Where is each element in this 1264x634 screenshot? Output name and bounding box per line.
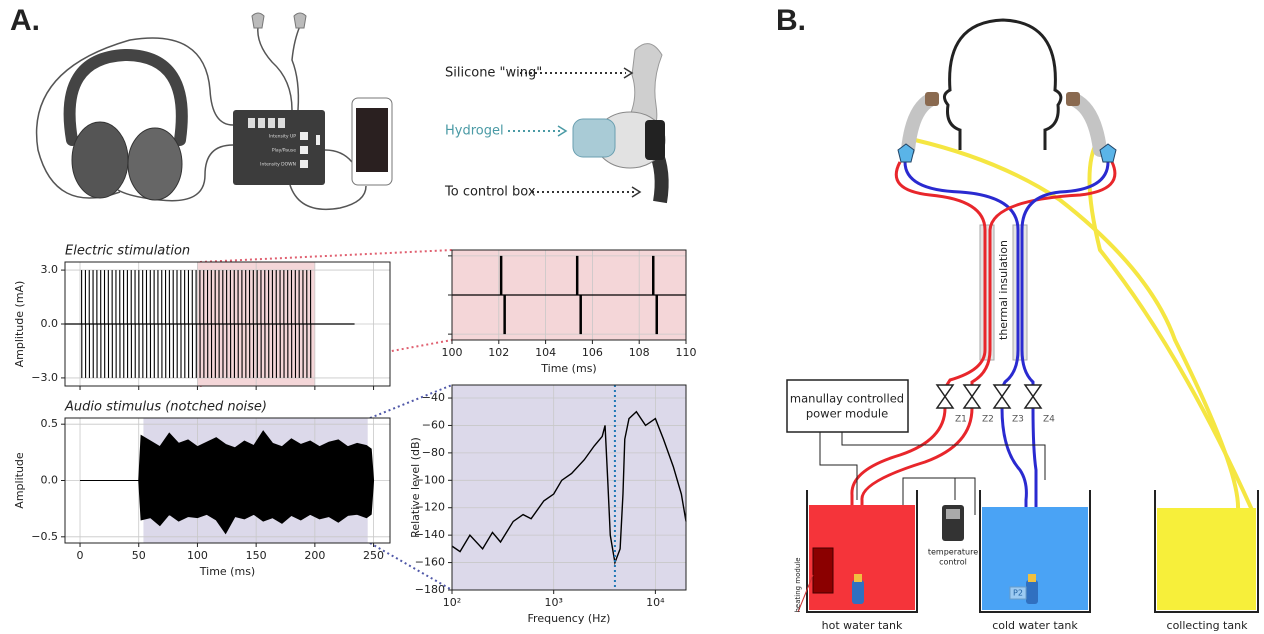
x-tick-label: 250: [363, 549, 384, 562]
y-tick-label: −120: [415, 501, 445, 514]
x-tick-label: 106: [582, 346, 603, 359]
module-label: manullay controlled: [790, 392, 904, 406]
tank-label: collecting tank: [1167, 619, 1249, 632]
y-tick-label: −40: [422, 391, 445, 404]
x-axis-label: Time (ms): [540, 362, 596, 375]
button-label: Intensity UP: [269, 134, 296, 140]
y-tick-label: −3.0: [31, 371, 58, 384]
tank-label: hot water tank: [822, 619, 903, 632]
y-tick-label: −100: [415, 473, 445, 486]
pump-label: P2: [1013, 589, 1023, 598]
spectrum-line: [451, 410, 687, 566]
valve-label: Z3: [1012, 415, 1024, 425]
temperature-label: temperature: [928, 548, 978, 557]
valve-label: Z2: [982, 415, 994, 425]
temperature-label: control: [939, 558, 967, 567]
button-label: Play/Pause: [272, 148, 296, 154]
x-tick-label: 10⁴: [646, 596, 665, 609]
y-axis-label: Amplitude (mA): [13, 281, 26, 368]
insulation-label: thermal insulation: [997, 240, 1010, 340]
tank-label: cold water tank: [992, 619, 1078, 632]
setup-diagram: [786, 18, 1259, 613]
x-tick-label: 104: [535, 346, 556, 359]
callout: To control box: [444, 185, 536, 200]
plot-frame: [64, 417, 391, 544]
panel-label: A.: [10, 4, 40, 37]
y-axis-label: Amplitude: [13, 452, 26, 509]
callout: Hydrogel: [445, 124, 504, 139]
x-tick-label: 10²: [443, 596, 461, 609]
x-tick-label: 150: [246, 549, 267, 562]
x-axis-label: Frequency (Hz): [528, 612, 611, 625]
plot-background: [452, 385, 686, 590]
y-tick-label: 0.5: [41, 417, 59, 430]
panel-label: B.: [776, 4, 806, 37]
heating-label: heating module: [794, 557, 802, 612]
y-tick-label: −60: [422, 418, 445, 431]
y-tick-label: 0.0: [41, 474, 59, 487]
x-tick-label: 10³: [544, 596, 562, 609]
x-tick-label: 100: [442, 346, 463, 359]
x-axis-label: Time (ms): [199, 565, 255, 578]
device-illustration: [35, 12, 669, 591]
y-tick-label: −180: [415, 583, 445, 596]
y-tick-label: −140: [415, 528, 445, 541]
x-tick-label: 200: [304, 549, 325, 562]
waveform: [80, 430, 375, 535]
x-tick-label: 0: [77, 549, 84, 562]
module-label: power module: [806, 407, 888, 421]
x-tick-label: 100: [187, 549, 208, 562]
valve-label: Z4: [1043, 415, 1055, 425]
y-axis-label: Relative level (dB): [409, 437, 422, 538]
y-tick-label: 3.0: [41, 263, 59, 276]
plot-frame: [64, 261, 391, 387]
chart-title: Electric stimulation: [65, 244, 190, 259]
x-tick-label: 110: [676, 346, 697, 359]
plot-frame: [451, 249, 687, 341]
y-tick-label: −160: [415, 556, 445, 569]
y-tick-label: −80: [422, 446, 445, 459]
x-tick-label: 108: [629, 346, 650, 359]
button-label: Intensity DOWN: [260, 162, 296, 168]
x-tick-label: 102: [488, 346, 509, 359]
valve-label: Z1: [955, 415, 967, 425]
chart-title: Audio stimulus (notched noise): [64, 400, 267, 415]
callout: Silicone "wing": [445, 66, 542, 81]
y-tick-label: −0.5: [31, 530, 58, 543]
plot-frame: [451, 384, 687, 591]
y-tick-label: 0.0: [41, 317, 59, 330]
x-tick-label: 50: [132, 549, 146, 562]
